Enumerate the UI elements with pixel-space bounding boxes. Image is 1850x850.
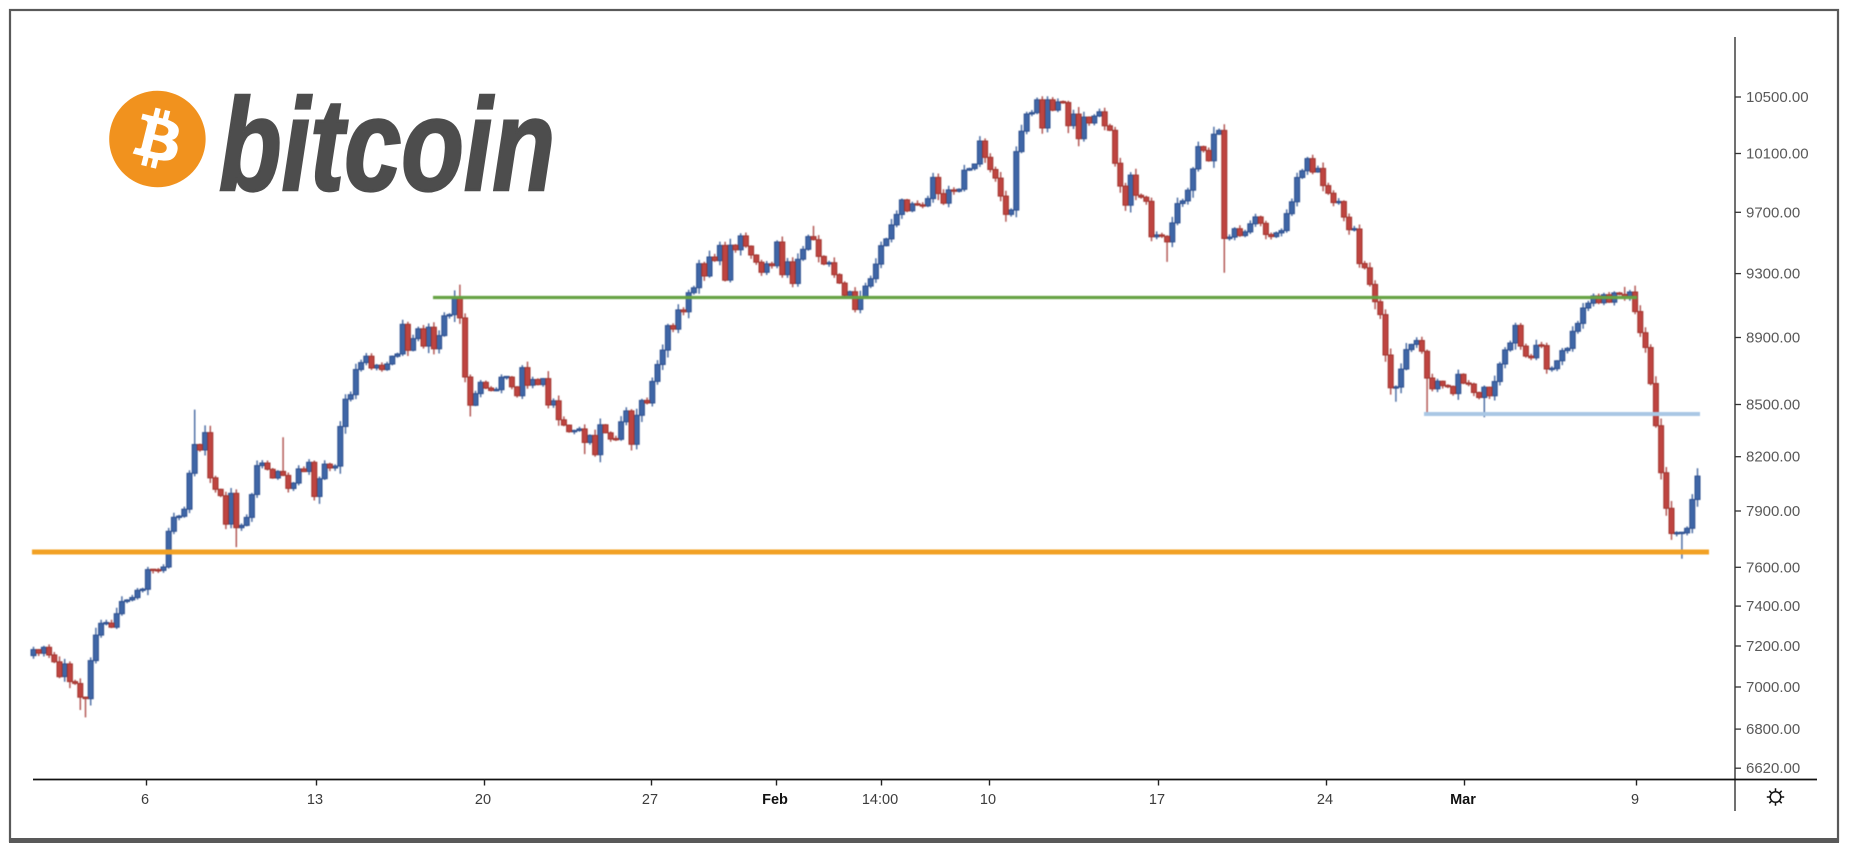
svg-text:bitcoin: bitcoin: [219, 71, 555, 218]
svg-text:10500.00: 10500.00: [1746, 89, 1809, 106]
svg-text:20: 20: [475, 792, 491, 808]
svg-text:7000.00: 7000.00: [1746, 679, 1800, 696]
svg-text:27: 27: [642, 792, 658, 808]
svg-text:Mar: Mar: [1450, 792, 1476, 808]
svg-text:13: 13: [307, 792, 323, 808]
svg-text:9300.00: 9300.00: [1746, 266, 1800, 283]
svg-text:7400.00: 7400.00: [1746, 598, 1800, 615]
svg-text:10: 10: [980, 792, 996, 808]
svg-text:17: 17: [1149, 792, 1165, 808]
svg-text:7600.00: 7600.00: [1746, 559, 1800, 576]
svg-text:7900.00: 7900.00: [1746, 503, 1800, 520]
svg-text:Feb: Feb: [762, 792, 788, 808]
svg-text:6800.00: 6800.00: [1746, 721, 1800, 738]
svg-text:6620.00: 6620.00: [1746, 760, 1800, 777]
svg-text:24: 24: [1317, 792, 1333, 808]
svg-text:8500.00: 8500.00: [1746, 397, 1800, 414]
svg-text:10100.00: 10100.00: [1746, 146, 1809, 163]
svg-text:6: 6: [141, 792, 149, 808]
svg-text:9700.00: 9700.00: [1746, 204, 1800, 221]
svg-text:14:00: 14:00: [862, 792, 898, 808]
svg-text:7200.00: 7200.00: [1746, 638, 1800, 655]
svg-text:8900.00: 8900.00: [1746, 330, 1800, 347]
svg-text:9: 9: [1631, 792, 1639, 808]
svg-text:8200.00: 8200.00: [1746, 449, 1800, 466]
